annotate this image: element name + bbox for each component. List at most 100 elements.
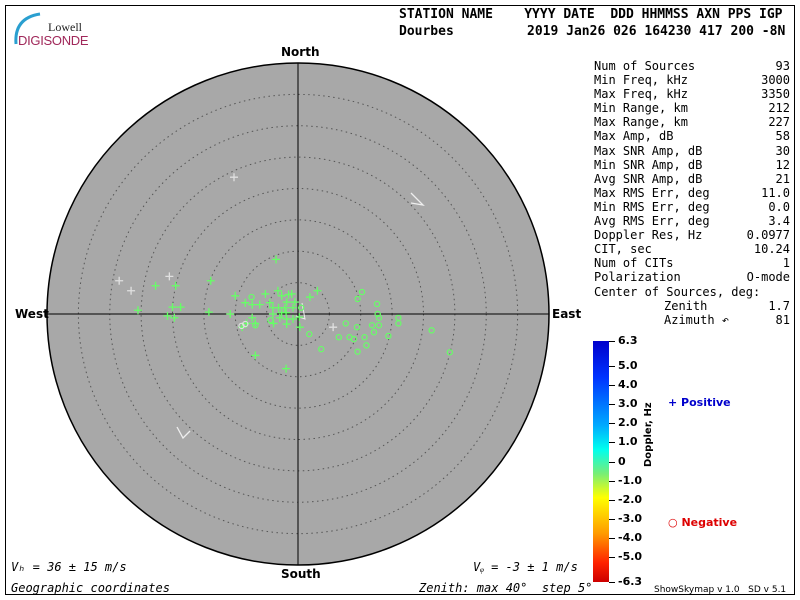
negative-source-mark — [446, 349, 454, 356]
stat-value: 0.0977 — [746, 228, 790, 243]
positive-source-mark — [295, 323, 304, 332]
stat-row: Azimuth ↶ 81 — [594, 313, 790, 327]
plus-icon: + — [668, 396, 682, 409]
negative-source-mark — [342, 320, 349, 327]
stat-value: 11.0 — [761, 185, 790, 200]
positive-source-mark — [275, 313, 284, 322]
colorbar-tick: -6.3 — [618, 575, 643, 588]
negative-source-mark — [242, 320, 249, 328]
stat-value: 30 — [775, 143, 790, 158]
positive-source-mark — [171, 281, 180, 290]
positive-source-mark — [282, 298, 291, 307]
positive-source-mark — [261, 289, 270, 298]
colorbar-tick: -3.0 — [618, 511, 643, 525]
negative-source-mark — [374, 310, 381, 318]
positive-source-mark — [176, 303, 185, 312]
stat-value: 58 — [775, 129, 790, 144]
label-east: East — [552, 307, 582, 321]
negative-source-mark — [354, 348, 361, 355]
positive-source-mark — [287, 289, 296, 298]
legend-negative-label: Negative — [681, 516, 738, 529]
colorbar-tick: 5.0 — [618, 358, 638, 372]
stat-label: Max Range, km — [594, 115, 688, 130]
colorbar-tick: 0 — [618, 454, 626, 468]
stat-row: Max SNR Amp, dB 30 — [594, 144, 790, 158]
positive-source-mark — [170, 313, 179, 322]
stat-label: Min Freq, kHz — [594, 73, 688, 88]
wind-arrow-icon — [176, 426, 191, 440]
positive-source-mark — [241, 298, 250, 307]
coordinate-system: Geographic coordinates — [11, 581, 170, 595]
stat-row: Zenith 1.7 — [594, 299, 790, 313]
legend-negative: ○ Negative — [668, 516, 737, 529]
stat-row: Max Range, km 227 — [594, 115, 790, 129]
label-south: South — [281, 567, 321, 581]
stat-label: Max RMS Err, deg — [594, 185, 710, 200]
negative-source-mark — [375, 314, 383, 321]
stat-value: 1.7 — [768, 298, 790, 313]
stat-value: 3000 — [761, 73, 790, 88]
stat-label: Azimuth ↶ — [664, 312, 730, 327]
colorbar-tick: -4.0 — [618, 531, 643, 544]
positive-source-mark — [231, 291, 240, 300]
stat-value: 1 — [782, 256, 790, 271]
stat-value: 3.4 — [768, 214, 790, 229]
version-info: ShowSkymap v 1.0 SD v 5.1 — [654, 585, 787, 595]
stat-label: Min SNR Amp, dB — [594, 157, 703, 172]
negative-source-mark — [428, 327, 435, 334]
positive-source-mark — [251, 319, 260, 328]
zenith-scale: Zenith: max 40° step 5° — [419, 581, 593, 595]
circle-icon: ○ — [668, 516, 682, 529]
negative-source-mark — [297, 304, 305, 311]
colorbar-tick-mark — [609, 384, 615, 386]
stat-row: Max Freq, kHz 3350 — [594, 87, 790, 101]
positive-source-mark — [206, 276, 215, 285]
label-west: West — [15, 307, 49, 321]
negative-source-mark — [358, 288, 366, 296]
vertical-velocity: Vᵩ = -3 ± 1 m/s — [473, 560, 578, 574]
positive-source-mark — [127, 286, 136, 295]
positive-source-mark — [272, 255, 281, 264]
positive-source-mark — [255, 300, 264, 309]
positive-source-mark — [226, 310, 235, 318]
digisonde-logo: Lowell DIGISONDE — [10, 10, 110, 48]
colorbar-tick-mark — [609, 442, 615, 444]
stat-row: Min Freq, kHz 3000 — [594, 73, 790, 87]
positive-source-mark — [277, 291, 286, 300]
colorbar-tick: -1.0 — [618, 473, 643, 487]
stat-value: 212 — [768, 101, 790, 116]
stat-label: Doppler Res, Hz — [594, 228, 703, 243]
positive-source-mark — [273, 286, 282, 295]
colorbar-tick-mark — [609, 538, 615, 539]
positive-source-mark — [290, 298, 299, 307]
positive-source-mark — [165, 272, 174, 281]
negative-source-mark — [354, 295, 361, 303]
stat-value: O-mode — [746, 270, 790, 285]
colorbar-tick: 4.0 — [618, 377, 638, 391]
stat-value: 12 — [775, 157, 790, 172]
colorbar-tick-mark — [609, 341, 615, 342]
header-values: 2019 Jan26 026 164230 417 200 -8N — [527, 24, 786, 39]
stat-row: Max RMS Err, deg 11.0 — [594, 186, 790, 200]
positive-source-mark — [204, 308, 213, 317]
stat-row: Min Range, km 212 — [594, 101, 790, 115]
stat-value: 227 — [768, 115, 790, 130]
positive-source-mark — [282, 364, 291, 373]
positive-source-mark — [280, 303, 289, 312]
legend-positive: + Positive — [668, 396, 731, 409]
stat-label: Zenith — [664, 298, 708, 313]
stat-label: Max Freq, kHz — [594, 87, 688, 102]
stat-value: 93 — [775, 59, 790, 73]
wind-arrow-icon — [410, 192, 425, 206]
positive-source-mark — [313, 286, 322, 295]
negative-source-mark — [267, 317, 274, 324]
negative-source-mark — [363, 342, 370, 349]
header-labels: STATION NAME YYYY DATE DDD HHMMSS AXN PP… — [399, 7, 783, 22]
colorbar-tick-mark — [609, 404, 615, 406]
stat-row: CIT, sec 10.24 — [594, 242, 790, 256]
colorbar-tick-mark — [609, 499, 615, 501]
positive-source-mark — [288, 315, 297, 324]
stat-label: Min Range, km — [594, 101, 688, 116]
colorbar-tick-mark — [609, 461, 615, 463]
